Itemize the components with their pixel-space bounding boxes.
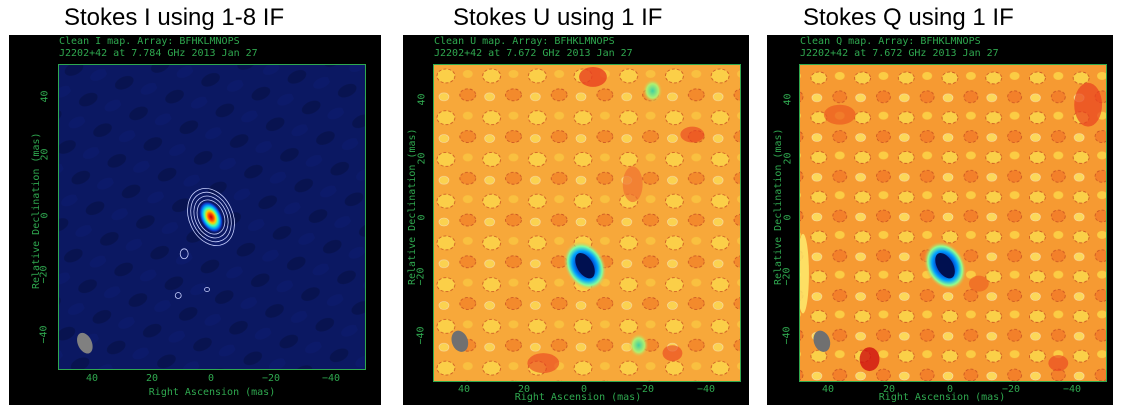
- panel-header-line2: J2202+42 at 7.672 GHz 2013 Jan 27: [800, 48, 999, 59]
- y-tick-label: 0: [782, 214, 794, 221]
- x-tick-label: 40: [85, 373, 99, 384]
- panel-3-caption: Stokes Q using 1 IF: [803, 4, 1014, 31]
- stokes-u-panel: Clean U map. Array: BFHKLMNOPS J2202+42 …: [403, 35, 749, 405]
- stokes-i-map: [58, 64, 366, 370]
- panel-1-caption: Stokes I using 1-8 IF: [64, 4, 285, 31]
- x-tick-label: −20: [1001, 384, 1021, 395]
- stokes-u-image: [434, 65, 740, 381]
- stokes-q-panel: Clean Q map. Array: BFHKLMNOPS J2202+42 …: [767, 35, 1113, 405]
- stokes-u-map: [433, 64, 741, 382]
- y-tick-label: −40: [415, 326, 427, 345]
- panel-header-line1: Clean U map. Array: BFHKLMNOPS: [434, 36, 615, 47]
- x-tick-label: 40: [821, 384, 835, 395]
- x-tick-label: −20: [261, 373, 281, 384]
- stokes-i-panel: Clean I map. Array: BFHKLMNOPS J2202+42 …: [9, 35, 381, 405]
- x-tick-label: −20: [635, 384, 655, 395]
- y-tick-label: −40: [781, 326, 793, 345]
- x-tick-label: 20: [882, 384, 896, 395]
- panel-header-line2: J2202+42 at 7.672 GHz 2013 Jan 27: [434, 48, 633, 59]
- y-tick-label: 40: [39, 90, 51, 103]
- x-tick-label: −40: [696, 384, 716, 395]
- y-tick-label: 0: [416, 214, 428, 221]
- stokes-q-image: [800, 65, 1106, 381]
- x-tick-label: 40: [457, 384, 471, 395]
- y-axis-label: Relative Declination (mas): [31, 132, 42, 289]
- y-tick-label: 40: [416, 93, 428, 106]
- stokes-i-image: [59, 65, 365, 369]
- panel-header-line2: J2202+42 at 7.784 GHz 2013 Jan 27: [59, 48, 258, 59]
- x-tick-label: 0: [207, 373, 215, 384]
- y-axis-label: Relative Declination (mas): [407, 128, 418, 285]
- panel-header-line1: Clean Q map. Array: BFHKLMNOPS: [800, 36, 981, 47]
- x-tick-label: 20: [517, 384, 531, 395]
- x-axis-label: Right Ascension (mas): [148, 387, 276, 398]
- y-tick-label: 20: [416, 152, 428, 165]
- x-tick-label: 0: [580, 384, 588, 395]
- panel-2-caption: Stokes U using 1 IF: [453, 4, 663, 31]
- panel-header-line1: Clean I map. Array: BFHKLMNOPS: [59, 36, 240, 47]
- x-axis-label: Right Ascension (mas): [878, 392, 1006, 403]
- y-tick-label: −40: [38, 325, 50, 344]
- x-tick-label: 0: [946, 384, 954, 395]
- y-axis-label: Relative Declination (mas): [773, 128, 784, 285]
- x-tick-label: 20: [145, 373, 159, 384]
- y-tick-label: 40: [782, 93, 794, 106]
- stokes-q-map: [799, 64, 1107, 382]
- y-tick-label: 20: [782, 152, 794, 165]
- x-axis-label: Right Ascension (mas): [514, 392, 642, 403]
- x-tick-label: −40: [1062, 384, 1082, 395]
- x-tick-label: −40: [321, 373, 341, 384]
